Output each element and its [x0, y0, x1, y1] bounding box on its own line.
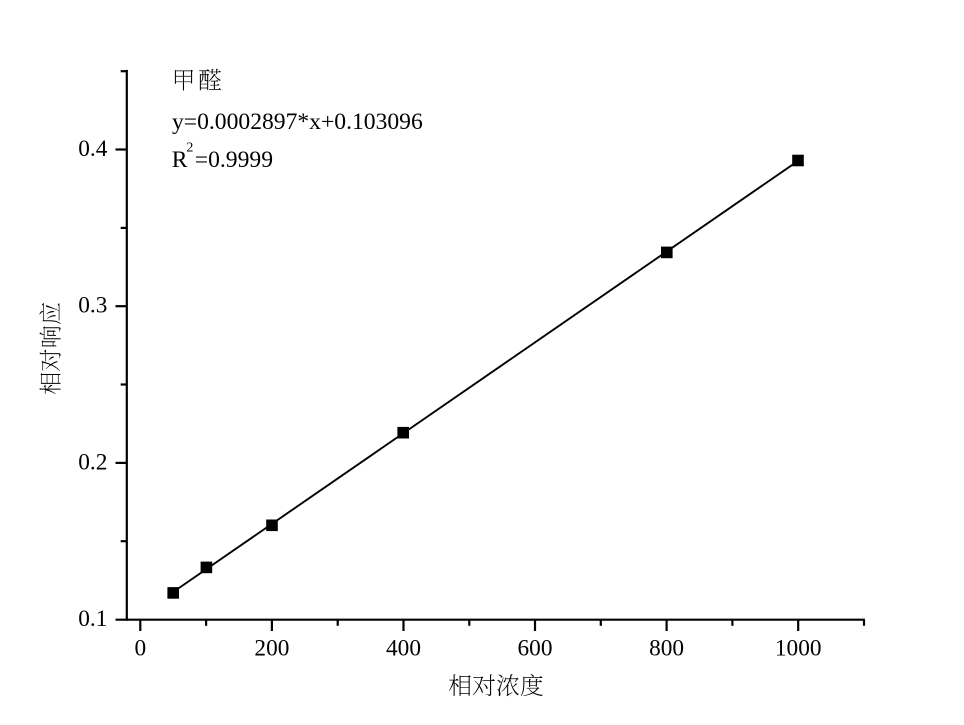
svg-text:800: 800: [649, 636, 684, 662]
svg-text:2: 2: [186, 141, 193, 156]
svg-text:400: 400: [386, 636, 421, 662]
svg-text:y=0.0002897*x+0.103096: y=0.0002897*x+0.103096: [172, 109, 423, 135]
svg-text:=0.9999: =0.9999: [195, 147, 273, 173]
svg-text:1000: 1000: [775, 636, 822, 662]
svg-text:0.3: 0.3: [78, 293, 107, 319]
svg-text:600: 600: [518, 636, 553, 662]
svg-text:0.1: 0.1: [78, 606, 107, 632]
svg-text:0.2: 0.2: [78, 449, 107, 475]
svg-text:0.4: 0.4: [78, 136, 107, 162]
svg-text:200: 200: [254, 636, 289, 662]
svg-text:0: 0: [134, 636, 146, 662]
svg-text:R: R: [172, 147, 188, 173]
